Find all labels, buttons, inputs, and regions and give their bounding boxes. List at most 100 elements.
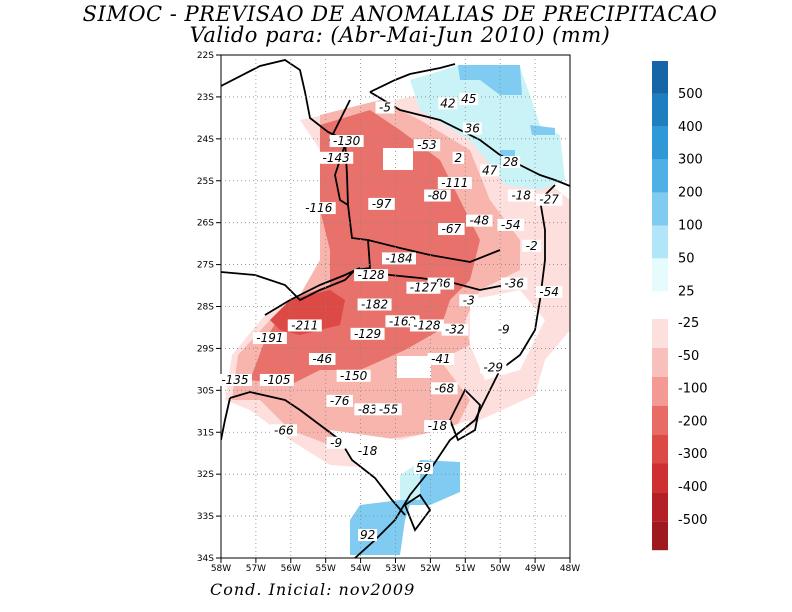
contour-label: -66 <box>274 423 294 437</box>
contour-label: -130 <box>333 134 361 148</box>
contour-label-bg <box>438 97 458 110</box>
contour-label-bg <box>507 189 535 202</box>
legend-label-negative: -100 <box>678 382 708 397</box>
contour-label: -53 <box>417 138 437 152</box>
legend-label-positive: 100 <box>678 219 703 234</box>
lon-label: 54W <box>350 564 370 574</box>
contour-label-bg <box>500 277 528 290</box>
contour-label: -127 <box>410 281 438 295</box>
lat-label: 33S <box>197 512 214 522</box>
contour-label: 59 <box>416 461 431 475</box>
contour-label-bg <box>413 139 441 152</box>
contour-label: -3 <box>463 293 475 307</box>
contour-label-bg <box>354 445 381 458</box>
contour-label: -67 <box>442 222 462 236</box>
contour-label-bg <box>459 294 479 307</box>
contour-label-bg <box>381 252 416 265</box>
contour-label: -116 <box>305 201 333 215</box>
lat-label: 31S <box>197 428 214 438</box>
contour-label-bg <box>326 394 353 407</box>
lat-label: 32S <box>197 470 214 480</box>
legend-swatch-positive <box>652 225 668 259</box>
contour-label: 2 <box>454 151 462 165</box>
legend-label-negative: -25 <box>678 316 699 331</box>
contour-label: 28 <box>503 155 519 169</box>
lagoon-south <box>403 493 432 532</box>
legend-swatch-positive <box>652 192 668 226</box>
legend-swatch-positive <box>652 159 668 193</box>
contour-label-bg <box>217 373 252 386</box>
white-cell <box>383 148 413 170</box>
legend-swatch-negative <box>652 492 668 522</box>
contour-label: -54 <box>501 218 521 232</box>
paraguay-border <box>221 59 371 302</box>
contour-label: -191 <box>256 331 283 345</box>
contour-label: -36 <box>504 277 524 291</box>
legend-swatch-negative <box>652 434 668 464</box>
contour-label-bg <box>354 269 389 282</box>
contour-label-bg <box>375 403 402 416</box>
legend-label-negative: -400 <box>678 480 708 495</box>
contour-label-bg <box>438 223 465 236</box>
legend-swatch-negative <box>652 376 668 406</box>
lon-label: 55W <box>316 564 336 574</box>
contour-label: -9 <box>330 436 342 450</box>
lat-label: 26S <box>197 219 214 229</box>
lon-label: 53W <box>385 564 405 574</box>
sp-pr-border <box>369 91 556 181</box>
lon-label: 50W <box>490 564 510 574</box>
latitude-labels: 22S 23S 24S 25S 26S 27S 28S 29S 30S 31S 32S 33S 34S <box>197 51 221 564</box>
contour-label-bg <box>424 189 451 202</box>
contour-label: -135 <box>221 373 248 387</box>
contour-label-bg <box>424 420 451 433</box>
contour-label: -150 <box>340 369 368 383</box>
legend-label-positive: 200 <box>678 186 703 201</box>
contour-label-bg <box>501 155 521 168</box>
legend-label-positive: 50 <box>678 251 695 266</box>
contour-label-bg <box>329 135 364 148</box>
contour-labels: -5 42 45 36 28 47 2 -53 -130 -143 -111 -18 -27 -80 -97… <box>217 92 563 542</box>
contour-label-bg <box>497 218 524 231</box>
contour-label-bg <box>459 93 479 106</box>
contour-label: -211 <box>291 318 318 332</box>
contour-label: -5 <box>379 100 391 114</box>
contour-label: -129 <box>354 327 381 341</box>
anomaly-area-positive-50 <box>458 65 522 95</box>
contour-label-bg <box>259 373 294 386</box>
lon-label: 52W <box>420 564 440 574</box>
contour-label: -41 <box>431 352 451 366</box>
contour-label-bg <box>494 323 514 336</box>
contour-label-bg <box>354 403 381 416</box>
lon-label: 48W <box>560 564 580 574</box>
legend-swatch-positive <box>652 61 668 94</box>
legend-swatch-negative <box>652 521 668 551</box>
lat-label: 22S <box>197 51 214 61</box>
contour-label: 42 <box>440 96 455 110</box>
lat-label: 27S <box>197 261 214 271</box>
contour-label: -18 <box>511 189 531 203</box>
lon-label: 57W <box>246 564 266 574</box>
contour-label: -111 <box>441 176 468 190</box>
contour-label-bg <box>301 202 336 215</box>
contour-label: -54 <box>539 285 559 299</box>
uruguay-border <box>221 397 231 441</box>
contour-label: -9 <box>498 323 510 337</box>
contour-label-bg <box>535 193 563 206</box>
contour-label-bg <box>406 281 441 294</box>
longitude-labels: 58W 57W 56W 55W 54W 53W 52W 51W 50W 49W 48W <box>211 558 580 574</box>
contour-label-bg <box>480 164 500 177</box>
contour-label: -83 <box>358 402 378 416</box>
legend-swatch-negative <box>652 405 668 435</box>
contour-label: -68 <box>435 381 455 395</box>
legend-label-positive: 25 <box>678 284 695 299</box>
contour-label-bg <box>522 239 542 252</box>
legend-label-positive: 500 <box>678 87 703 102</box>
contour-label: 92 <box>360 528 375 542</box>
lat-label: 34S <box>197 554 214 564</box>
contour-label: -80 <box>428 189 448 203</box>
contour-label-bg <box>270 424 298 437</box>
contour-label: -76 <box>330 394 350 408</box>
contour-label-bg <box>287 319 322 332</box>
legend-label-positive: 300 <box>678 153 703 168</box>
